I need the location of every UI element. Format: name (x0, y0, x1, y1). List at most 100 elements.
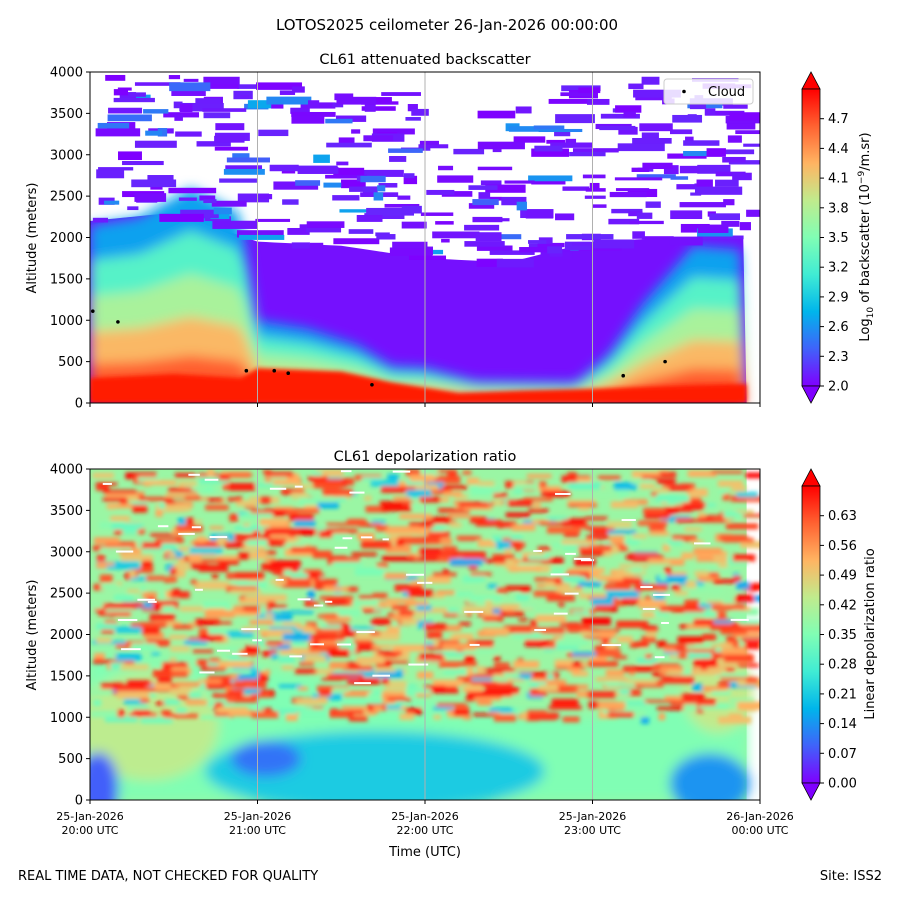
backscatter-streak (609, 191, 647, 198)
backscatter-streak (639, 123, 673, 132)
depolarization-streak (310, 634, 327, 640)
depolarization-streak (700, 662, 708, 671)
backscatter-streak (480, 180, 502, 186)
depolarization-streak (96, 623, 117, 630)
depolarization-streak (681, 552, 694, 560)
depolarization-streak (184, 640, 208, 645)
depolarization-streak (278, 569, 292, 575)
depolarization-streak (567, 568, 600, 575)
depolarization-streak (370, 619, 391, 626)
depolarization-streak (130, 565, 154, 573)
backscatter-colorbar-label: Log10 of backscatter (10−9/m.sr) (857, 132, 876, 341)
backscatter-streak (239, 234, 285, 240)
depolarization-streak (657, 640, 667, 648)
depolarization-streak (176, 707, 187, 714)
depolarization-streak (643, 507, 676, 514)
backscatter-streak (372, 128, 415, 135)
depolarization-streak (736, 594, 754, 603)
depolarization-streak (251, 711, 279, 719)
depolarization-streak (175, 525, 203, 533)
depolarization-streak (329, 710, 354, 718)
cloud-base-point (286, 371, 291, 376)
backscatter-streak (615, 188, 650, 192)
depolarization-streak (659, 605, 688, 612)
depolarization-streak (178, 546, 193, 552)
depolarization-streak (513, 486, 524, 494)
depolarization-streak (180, 606, 207, 612)
depolarization-streak (665, 506, 680, 514)
depolarization-streak (466, 667, 474, 676)
depolarization-streak (487, 584, 498, 589)
depolarization-gap (469, 643, 480, 646)
depolarization-streak (227, 631, 254, 638)
backscatter-panel: CL61 attenuated backscatter 0 500 1000 1500… (25, 52, 876, 412)
depolarization-streak (152, 669, 172, 678)
depolarization-streak (533, 502, 541, 508)
depolarization-streak (657, 588, 665, 594)
depolarization-streak (200, 715, 231, 720)
depolarization-streak (265, 477, 272, 483)
depolarization-streak (165, 493, 198, 497)
backscatter-surface-band (90, 368, 747, 403)
depolarization-streak (169, 670, 188, 678)
depolarization-gap (372, 674, 391, 677)
backscatter-streak (191, 84, 239, 89)
depolarization-streak (438, 661, 460, 668)
depolarization-streak (598, 701, 626, 710)
depolarization-streak (405, 688, 432, 697)
depolarization-streak (505, 563, 518, 570)
depolarization-streak (102, 497, 127, 502)
depolarization-streak (644, 512, 670, 519)
depolarization-streak (649, 523, 666, 532)
depolarization-streak (443, 491, 462, 497)
depolarization-streak (561, 540, 596, 544)
depolarization-streak (596, 650, 621, 658)
backscatter-y-axis: 0 500 1000 1500 2000 2500 3000 3500 4000 (50, 66, 90, 412)
depolarization-streak (382, 698, 396, 704)
depolarization-streak (386, 705, 401, 710)
y-tick-label: 3000 (50, 545, 83, 560)
backscatter-streak (723, 104, 748, 109)
backscatter-streak (157, 128, 168, 137)
depolarization-streak (538, 486, 562, 492)
depolarization-streak (576, 690, 589, 698)
depolarization-streak (261, 540, 287, 547)
depolarization-gap (313, 604, 324, 607)
depolarization-streak (745, 472, 760, 479)
depolarization-streak (423, 484, 439, 491)
depolarization-streak (280, 488, 305, 496)
depolarization-streak (338, 609, 361, 617)
depolarization-streak (686, 623, 708, 629)
backscatter-streak (508, 126, 554, 132)
depolarization-streak (476, 666, 485, 674)
depolarization-streak (110, 662, 125, 670)
depolarization-streak (482, 613, 500, 618)
backscatter-streak (438, 165, 454, 171)
backscatter-streak (174, 114, 183, 121)
depolarization-streak (720, 676, 752, 681)
backscatter-streak (629, 220, 664, 225)
backscatter-streak (516, 201, 527, 211)
backscatter-streak (704, 108, 716, 116)
depolarization-streak (607, 712, 634, 718)
depolarization-streak (151, 652, 160, 656)
backscatter-streak (95, 128, 141, 137)
depolarization-streak (601, 576, 623, 581)
depolarization-streak (245, 645, 259, 654)
backscatter-streak (555, 213, 575, 221)
backscatter-streak (384, 203, 420, 208)
backscatter-streak (203, 112, 231, 119)
backscatter-streak (348, 229, 374, 234)
depolarization-streak (200, 666, 227, 671)
depolarization-streak (694, 570, 710, 577)
depolarization-streak (696, 698, 716, 706)
backscatter-streak (562, 186, 590, 191)
depolarization-streak (405, 600, 429, 607)
backscatter-streak (98, 167, 134, 171)
quality-disclaimer: REAL TIME DATA, NOT CHECKED FOR QUALITY (18, 869, 319, 884)
backscatter-streak (672, 114, 703, 123)
backscatter-streak (306, 221, 345, 228)
depolarization-streak (615, 570, 646, 575)
backscatter-streak (569, 151, 606, 157)
depolarization-streak (431, 475, 461, 484)
